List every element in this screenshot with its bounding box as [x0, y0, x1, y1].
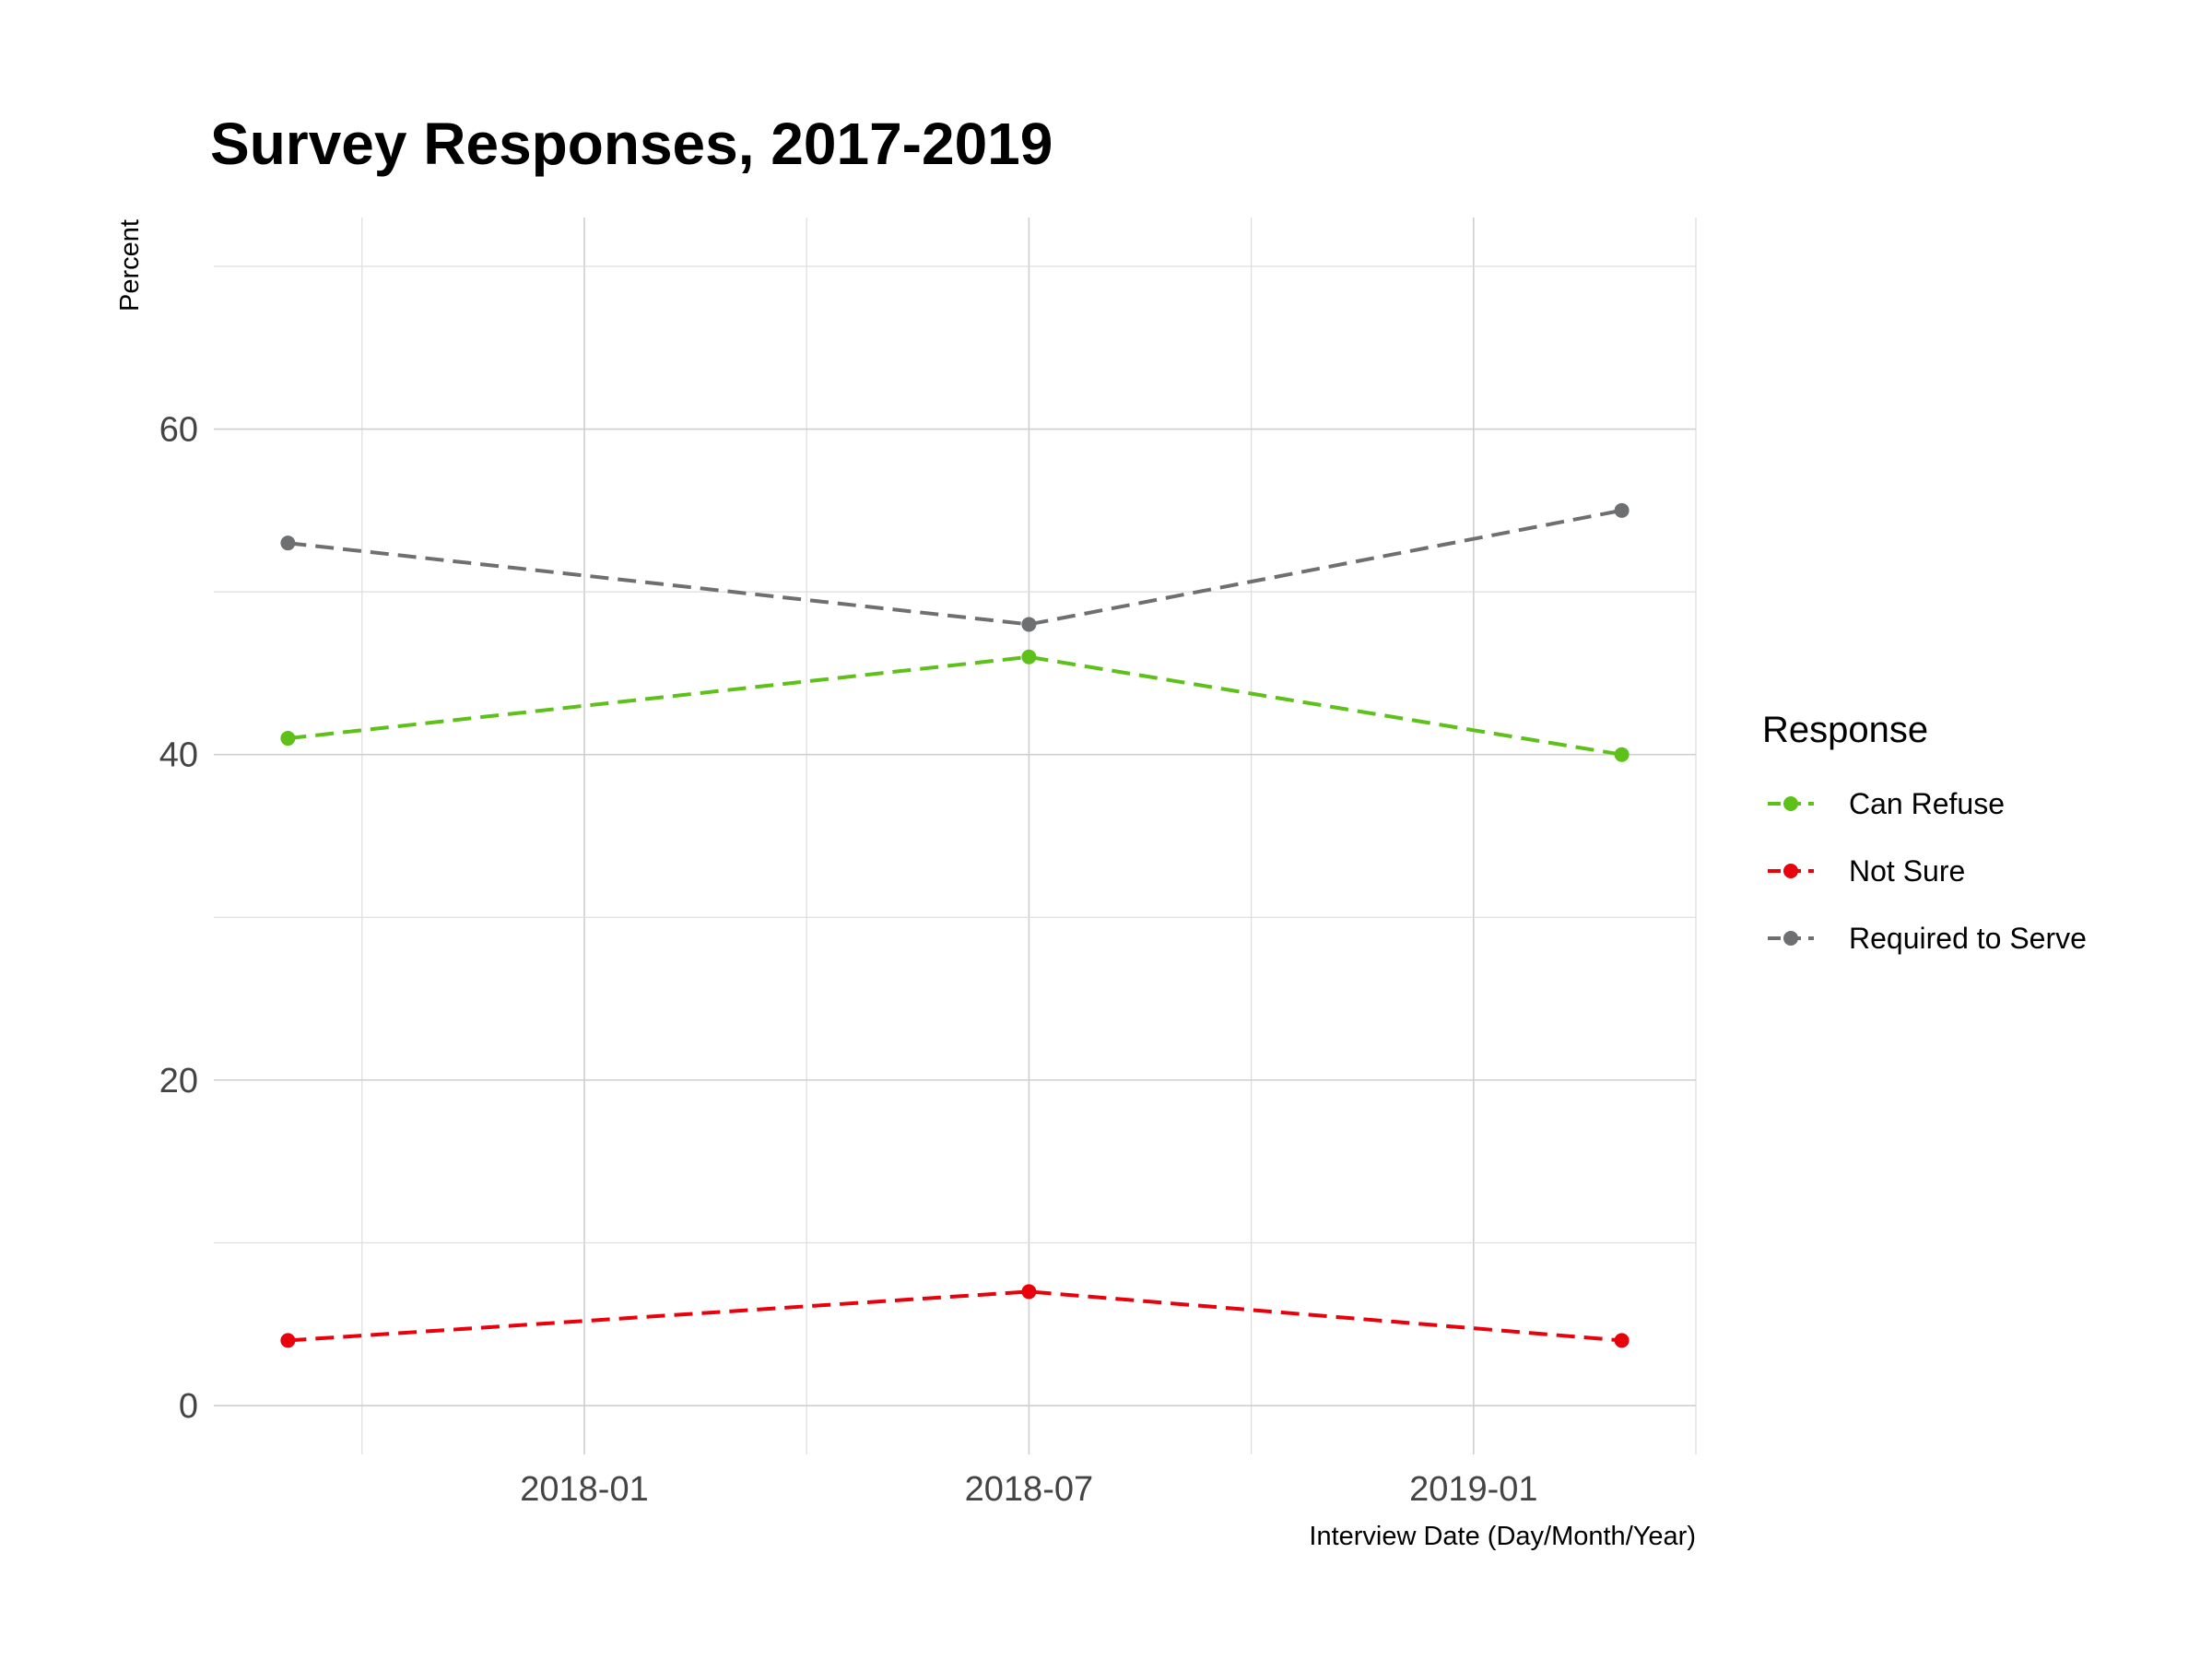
y-tick-label: 60 [159, 411, 198, 450]
y-tick-label: 40 [159, 736, 198, 775]
series-required-to-serve [280, 502, 1630, 632]
series-layer [280, 502, 1630, 1348]
y-tick-label: 0 [179, 1387, 198, 1426]
data-point-not-sure [1614, 1333, 1630, 1348]
legend-label: Can Refuse [1849, 787, 2005, 820]
series-line-required-to-serve [288, 508, 1622, 627]
y-axis-title: Percent [115, 219, 145, 312]
chart-title: Survey Responses, 2017-2019 [210, 111, 1053, 177]
x-tick-label: 2018-07 [965, 1470, 1093, 1509]
legend-key-point [1783, 931, 1798, 946]
data-point-not-sure [1021, 1284, 1037, 1300]
data-point-not-sure [280, 1333, 296, 1348]
x-axis-title: Interview Date (Day/Month/Year) [1309, 1522, 1696, 1551]
x-axis-tick-labels: 2018-01 2018-07 2019-01 [520, 1470, 1537, 1509]
legend-item-can-refuse: Can Refuse [1768, 787, 2005, 820]
legend: Response Can Refuse Not Sure Required to S… [1762, 710, 2087, 955]
y-axis-tick-labels: 0 20 40 60 [159, 411, 198, 1426]
legend-label: Not Sure [1849, 854, 1965, 888]
data-point-required-to-serve [1614, 502, 1630, 518]
data-point-can-refuse [1021, 649, 1037, 665]
legend-title: Response [1762, 710, 1928, 750]
data-point-required-to-serve [280, 535, 296, 551]
legend-label: Required to Serve [1849, 922, 2087, 955]
legend-item-required-to-serve: Required to Serve [1768, 922, 2087, 955]
series-line-not-sure [288, 1289, 1622, 1343]
x-tick-label: 2019-01 [1409, 1470, 1537, 1509]
series-can-refuse [280, 649, 1630, 762]
data-point-can-refuse [1614, 747, 1630, 762]
data-point-can-refuse [280, 731, 296, 747]
y-tick-label: 20 [159, 1062, 198, 1100]
legend-item-not-sure: Not Sure [1768, 854, 1965, 888]
x-tick-label: 2018-01 [520, 1470, 648, 1509]
series-line-can-refuse [288, 654, 1622, 757]
legend-items: Can Refuse Not Sure Required to Serve [1768, 787, 2087, 955]
series-not-sure [280, 1284, 1630, 1348]
grid [214, 218, 1697, 1454]
legend-key-point [1783, 864, 1798, 878]
legend-key-point [1783, 796, 1798, 811]
data-point-required-to-serve [1021, 617, 1037, 632]
